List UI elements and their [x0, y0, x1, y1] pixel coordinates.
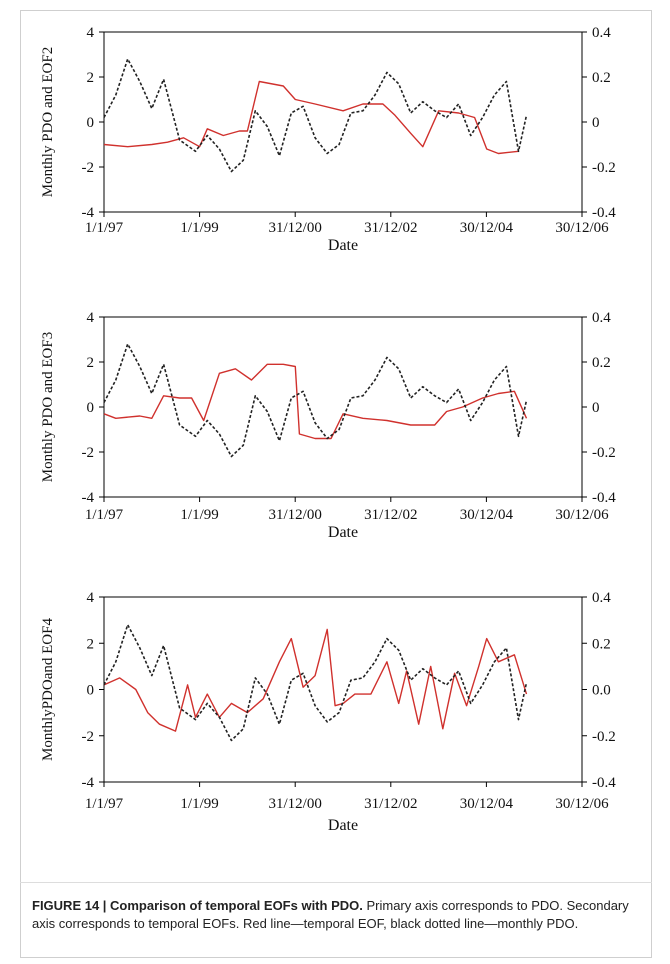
- y-left-tick-label: -2: [82, 160, 95, 176]
- x-tick-label: 1/1/97: [85, 796, 124, 812]
- figure-caption: FIGURE 14 | Comparison of temporal EOFs …: [32, 897, 644, 933]
- x-tick-label: 1/1/97: [85, 220, 124, 236]
- y-right-tick-label: -0.2: [592, 445, 616, 461]
- plot-frame: [103, 31, 583, 213]
- x-tick-label: 31/12/02: [364, 220, 417, 236]
- x-axis-label: Date: [328, 817, 358, 834]
- pdo-series-line: [103, 623, 528, 742]
- y-left-tick-label: -4: [82, 775, 95, 791]
- y-right-tick-label: 0.2: [592, 355, 611, 371]
- y-left-tick-label: 0: [87, 683, 95, 699]
- y-left-tick-label: -4: [82, 205, 95, 221]
- chart-panel-eof3: 4 2 0 -2 -4 0.4 0.2 0 -0.2 -0.4 1/1/97 1/1/99 31/12/…: [20, 305, 652, 575]
- pdo-series-line: [103, 58, 528, 173]
- x-tick-label: 31/12/00: [269, 507, 322, 523]
- x-tick-label: 31/12/02: [364, 796, 417, 812]
- x-tick-label: 1/1/99: [180, 796, 218, 812]
- x-tick-label: 30/12/06: [555, 220, 609, 236]
- plot-frame: [103, 596, 583, 783]
- figure-frame: [20, 10, 652, 958]
- y-right-tick-label: 0.4: [592, 310, 611, 326]
- x-tick-label: 31/12/02: [364, 507, 417, 523]
- y-left-tick-label: 0: [87, 115, 95, 131]
- y-right-tick-label: -0.2: [592, 160, 616, 176]
- x-tick-label: 31/12/00: [269, 220, 322, 236]
- caption-title: FIGURE 14 | Comparison of temporal EOFs …: [32, 898, 363, 913]
- y-axis-label: Monthly PDO and EOF2: [40, 47, 56, 197]
- y-right-tick-label: 0.4: [592, 590, 611, 606]
- x-tick-label: 1/1/97: [85, 507, 124, 523]
- y-left-tick-label: -2: [82, 445, 95, 461]
- y-right-tick-label: 0.2: [592, 70, 611, 86]
- y-left-tick-label: -2: [82, 729, 95, 745]
- y-left-tick-label: 2: [87, 355, 95, 371]
- eof-series-line: [103, 363, 528, 440]
- y-left-tick-label: 4: [87, 590, 95, 606]
- x-tick-label: 31/12/00: [269, 796, 322, 812]
- chart-eof2: 4 2 0 -2 -4 0.4 0.2 0 -0.2 -0.4 1/1/97 1/1/99 31/12/…: [40, 25, 616, 254]
- y-right-tick-label: 0.2: [592, 636, 611, 652]
- y-right-tick-label: 0.0: [592, 683, 611, 699]
- x-tick-label: 30/12/06: [555, 796, 609, 812]
- y-right-tick-label: 0.4: [592, 25, 611, 41]
- x-tick-label: 30/12/04: [460, 796, 514, 812]
- pdo-series-line: [103, 343, 528, 458]
- caption-divider: [20, 882, 652, 883]
- x-tick-label: 1/1/99: [180, 507, 218, 523]
- y-right-tick-label: 0: [592, 400, 600, 416]
- y-left-tick-label: 2: [87, 636, 95, 652]
- y-left-tick-label: 4: [87, 25, 95, 41]
- plot-frame: [103, 316, 583, 498]
- y-right-tick-label: -0.2: [592, 729, 616, 745]
- caption-text: Primary axis corresponds to PDO. Seconda…: [32, 898, 629, 931]
- y-right-tick-label: -0.4: [592, 775, 616, 791]
- x-axis-label: Date: [328, 524, 358, 541]
- y-left-tick-label: 4: [87, 310, 95, 326]
- x-tick-label: 30/12/04: [460, 507, 514, 523]
- x-tick-label: 1/1/99: [180, 220, 218, 236]
- x-tick-label: 30/12/06: [555, 507, 609, 523]
- chart-eof4: 4 2 0 -2 -4 0.4 0.2 0.0 -0.2 -0.4 1/1/97 1/1/99 31/1…: [40, 590, 616, 834]
- y-axis-label: Monthly PDO and EOF3: [40, 332, 56, 482]
- y-right-tick-label: -0.4: [592, 205, 616, 221]
- y-right-tick-label: -0.4: [592, 490, 616, 506]
- eof-series-line: [103, 80, 519, 155]
- eof-series-line: [103, 628, 528, 732]
- y-axis-label: MonthlyPDOand EOF4: [40, 618, 56, 761]
- y-right-tick-label: 0: [592, 115, 600, 131]
- x-axis-label: Date: [328, 237, 358, 254]
- y-left-tick-label: 0: [87, 400, 95, 416]
- chart-panel-eof4: 4 2 0 -2 -4 0.4 0.2 0.0 -0.2 -0.4 1/1/97 1/1/99 31/1…: [20, 585, 652, 870]
- x-tick-label: 30/12/04: [460, 220, 514, 236]
- y-left-tick-label: -4: [82, 490, 95, 506]
- chart-panel-eof2: 4 2 0 -2 -4 0.4 0.2 0 -0.2 -0.4 1/1/97 1/1/99 31/12/…: [20, 20, 652, 300]
- chart-eof3: 4 2 0 -2 -4 0.4 0.2 0 -0.2 -0.4 1/1/97 1/1/99 31/12/…: [40, 310, 616, 541]
- y-left-tick-label: 2: [87, 70, 95, 86]
